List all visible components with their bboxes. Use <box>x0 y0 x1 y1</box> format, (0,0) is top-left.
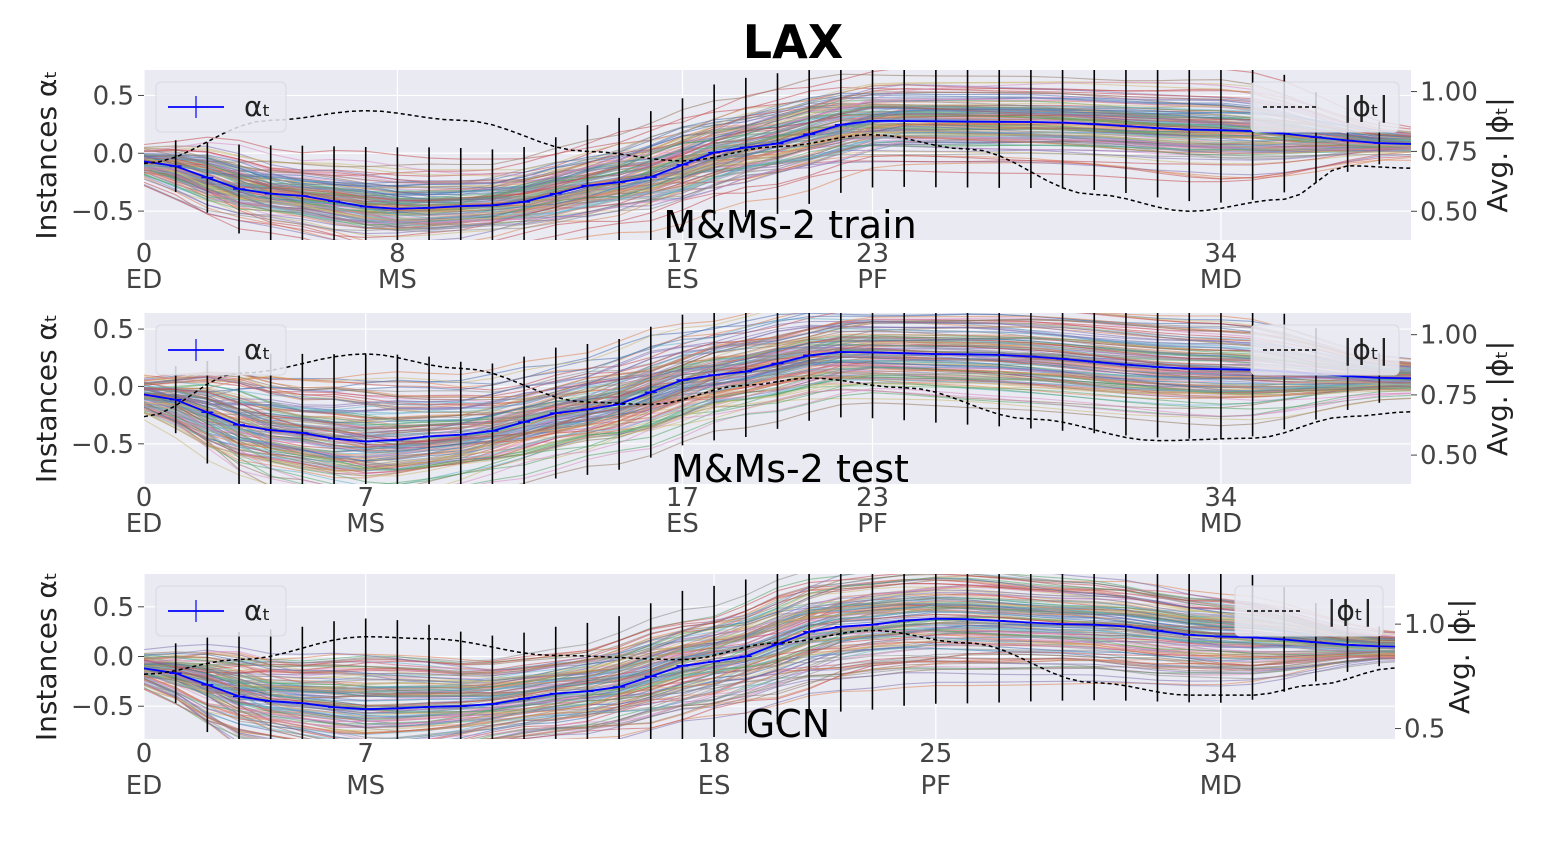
x-tick-label: 8 <box>389 239 406 269</box>
panel-label: GCN <box>746 702 830 746</box>
legend-alpha: αₜ <box>155 81 287 133</box>
x-tick-label: 0 <box>136 483 153 513</box>
y-tick-label-left: −0.5 <box>71 197 134 227</box>
legend-phi: |ϕₜ| <box>1250 81 1400 133</box>
x-tick-label: 23 <box>856 483 889 513</box>
phase-label: MS <box>346 509 385 539</box>
y-tick-label-right: 0.50 <box>1420 441 1478 471</box>
panel-label: M&Ms-2 train <box>663 203 916 247</box>
plot-area <box>144 313 1411 484</box>
y-tick-label-right: 0.75 <box>1420 137 1478 167</box>
legend-phi-label: |ϕₜ| <box>1343 333 1389 366</box>
x-tick-label: 17 <box>666 239 699 269</box>
x-tick-label: 0 <box>136 739 153 769</box>
y-tick-label-left: −0.5 <box>71 692 134 722</box>
x-tick-label: 34 <box>1204 483 1237 513</box>
phase-label: MD <box>1200 265 1242 295</box>
y-tick-label-right: 0.75 <box>1420 381 1478 411</box>
y-axis-label-left: Instances αₜ <box>30 314 63 483</box>
y-axis-label-left: Instances αₜ <box>30 572 63 741</box>
x-tick-label: 17 <box>666 483 699 513</box>
phase-label: ES <box>666 265 699 295</box>
y-tick-label-left: 0.5 <box>93 81 134 111</box>
y-tick-label-left: 0.5 <box>93 315 134 345</box>
y-tick-label-left: 0.0 <box>93 139 134 169</box>
plot-area <box>144 70 1411 240</box>
x-tick-label: 34 <box>1204 239 1237 269</box>
instance-curve <box>144 313 1411 390</box>
y-tick-label-left: 0.0 <box>93 643 134 673</box>
phi-line <box>144 629 1395 696</box>
legend-alpha-label: αₜ <box>244 594 271 627</box>
legend-phi-box <box>1250 324 1400 376</box>
phase-label: ED <box>126 265 162 295</box>
x-tick-label: 7 <box>357 483 374 513</box>
legend-alpha: αₜ <box>155 585 287 637</box>
y-tick-label-right: 1.00 <box>1420 78 1478 108</box>
phase-label: MD <box>1200 771 1242 801</box>
phase-label: PF <box>857 509 888 539</box>
phase-label: ES <box>698 771 731 801</box>
legend-alpha-label: αₜ <box>244 90 271 123</box>
y-axis-label-right: Avg. |ϕₜ| <box>1443 599 1476 714</box>
phase-label: MS <box>346 771 385 801</box>
phi-line <box>144 353 1411 442</box>
y-tick-label-right: 1.00 <box>1420 321 1478 351</box>
x-tick-label: 7 <box>357 739 374 769</box>
phase-label: ES <box>666 509 699 539</box>
phase-label: MD <box>1200 509 1242 539</box>
legend-alpha: αₜ <box>155 324 287 376</box>
x-tick-label: 23 <box>856 239 889 269</box>
y-tick-label-left: −0.5 <box>71 430 134 460</box>
legend-phi-box <box>1234 585 1384 637</box>
x-tick-label: 0 <box>136 239 153 269</box>
y-axis-label-right: Avg. |ϕₜ| <box>1481 97 1514 212</box>
legend-phi-box <box>1250 81 1400 133</box>
phase-label: PF <box>857 265 888 295</box>
y-tick-label-left: 0.0 <box>93 372 134 402</box>
y-tick-label-left: 0.5 <box>93 593 134 623</box>
panel-label: M&Ms-2 test <box>671 447 909 491</box>
instance-curve <box>144 313 1411 384</box>
y-axis-label-right: Avg. |ϕₜ| <box>1481 341 1514 456</box>
y-tick-label-right: 1.0 <box>1404 610 1445 640</box>
x-tick-label: 18 <box>698 739 731 769</box>
legend-alpha-label: αₜ <box>244 333 271 366</box>
y-tick-label-right: 0.50 <box>1420 197 1478 227</box>
phase-label: ED <box>126 509 162 539</box>
plot-area <box>144 574 1395 739</box>
legend-phi-label: |ϕₜ| <box>1343 90 1389 123</box>
phase-label: PF <box>920 771 951 801</box>
figure-title: LAX <box>743 15 843 69</box>
y-axis-label-left: Instances αₜ <box>30 70 63 239</box>
legend-phi: |ϕₜ| <box>1250 324 1400 376</box>
x-tick-label: 25 <box>919 739 952 769</box>
y-tick-label-right: 0.5 <box>1404 715 1445 745</box>
legend-phi: |ϕₜ| <box>1234 585 1384 637</box>
phase-label: ED <box>126 771 162 801</box>
phi-line <box>144 109 1411 213</box>
phase-label: MS <box>378 265 417 295</box>
legend-phi-label: |ϕₜ| <box>1327 594 1373 627</box>
x-tick-label: 34 <box>1204 739 1237 769</box>
